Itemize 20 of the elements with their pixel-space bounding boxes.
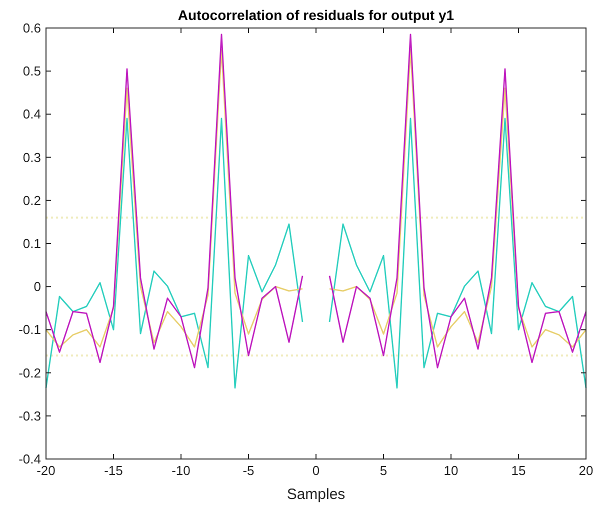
y-tick-label: 0.6 bbox=[22, 20, 41, 36]
y-tick-label: 0.2 bbox=[22, 192, 41, 208]
y-tick-label: -0.2 bbox=[18, 365, 41, 380]
x-tick-label: 0 bbox=[312, 463, 320, 478]
x-tick-label: 20 bbox=[578, 463, 594, 478]
y-tick-label: 0.3 bbox=[22, 150, 41, 165]
x-tick-label: 10 bbox=[444, 463, 458, 478]
chart-title: Autocorrelation of residuals for output y1 bbox=[178, 7, 454, 23]
x-tick-label: -10 bbox=[172, 463, 190, 478]
y-tick-label: -0.3 bbox=[18, 408, 41, 424]
x-axis-title: Samples bbox=[286, 486, 346, 503]
y-tick-label: 0.4 bbox=[22, 106, 41, 122]
y-tick-label: -0.1 bbox=[18, 322, 41, 338]
x-tick-label: -5 bbox=[242, 463, 254, 478]
x-tick-label: 5 bbox=[380, 463, 388, 478]
x-tick-label: 15 bbox=[511, 463, 526, 478]
y-tick-label: 0.5 bbox=[22, 64, 41, 79]
y-tick-label: 0 bbox=[34, 279, 41, 294]
y-tick-label: 0.1 bbox=[22, 236, 41, 251]
x-tick-label: -15 bbox=[104, 463, 123, 478]
